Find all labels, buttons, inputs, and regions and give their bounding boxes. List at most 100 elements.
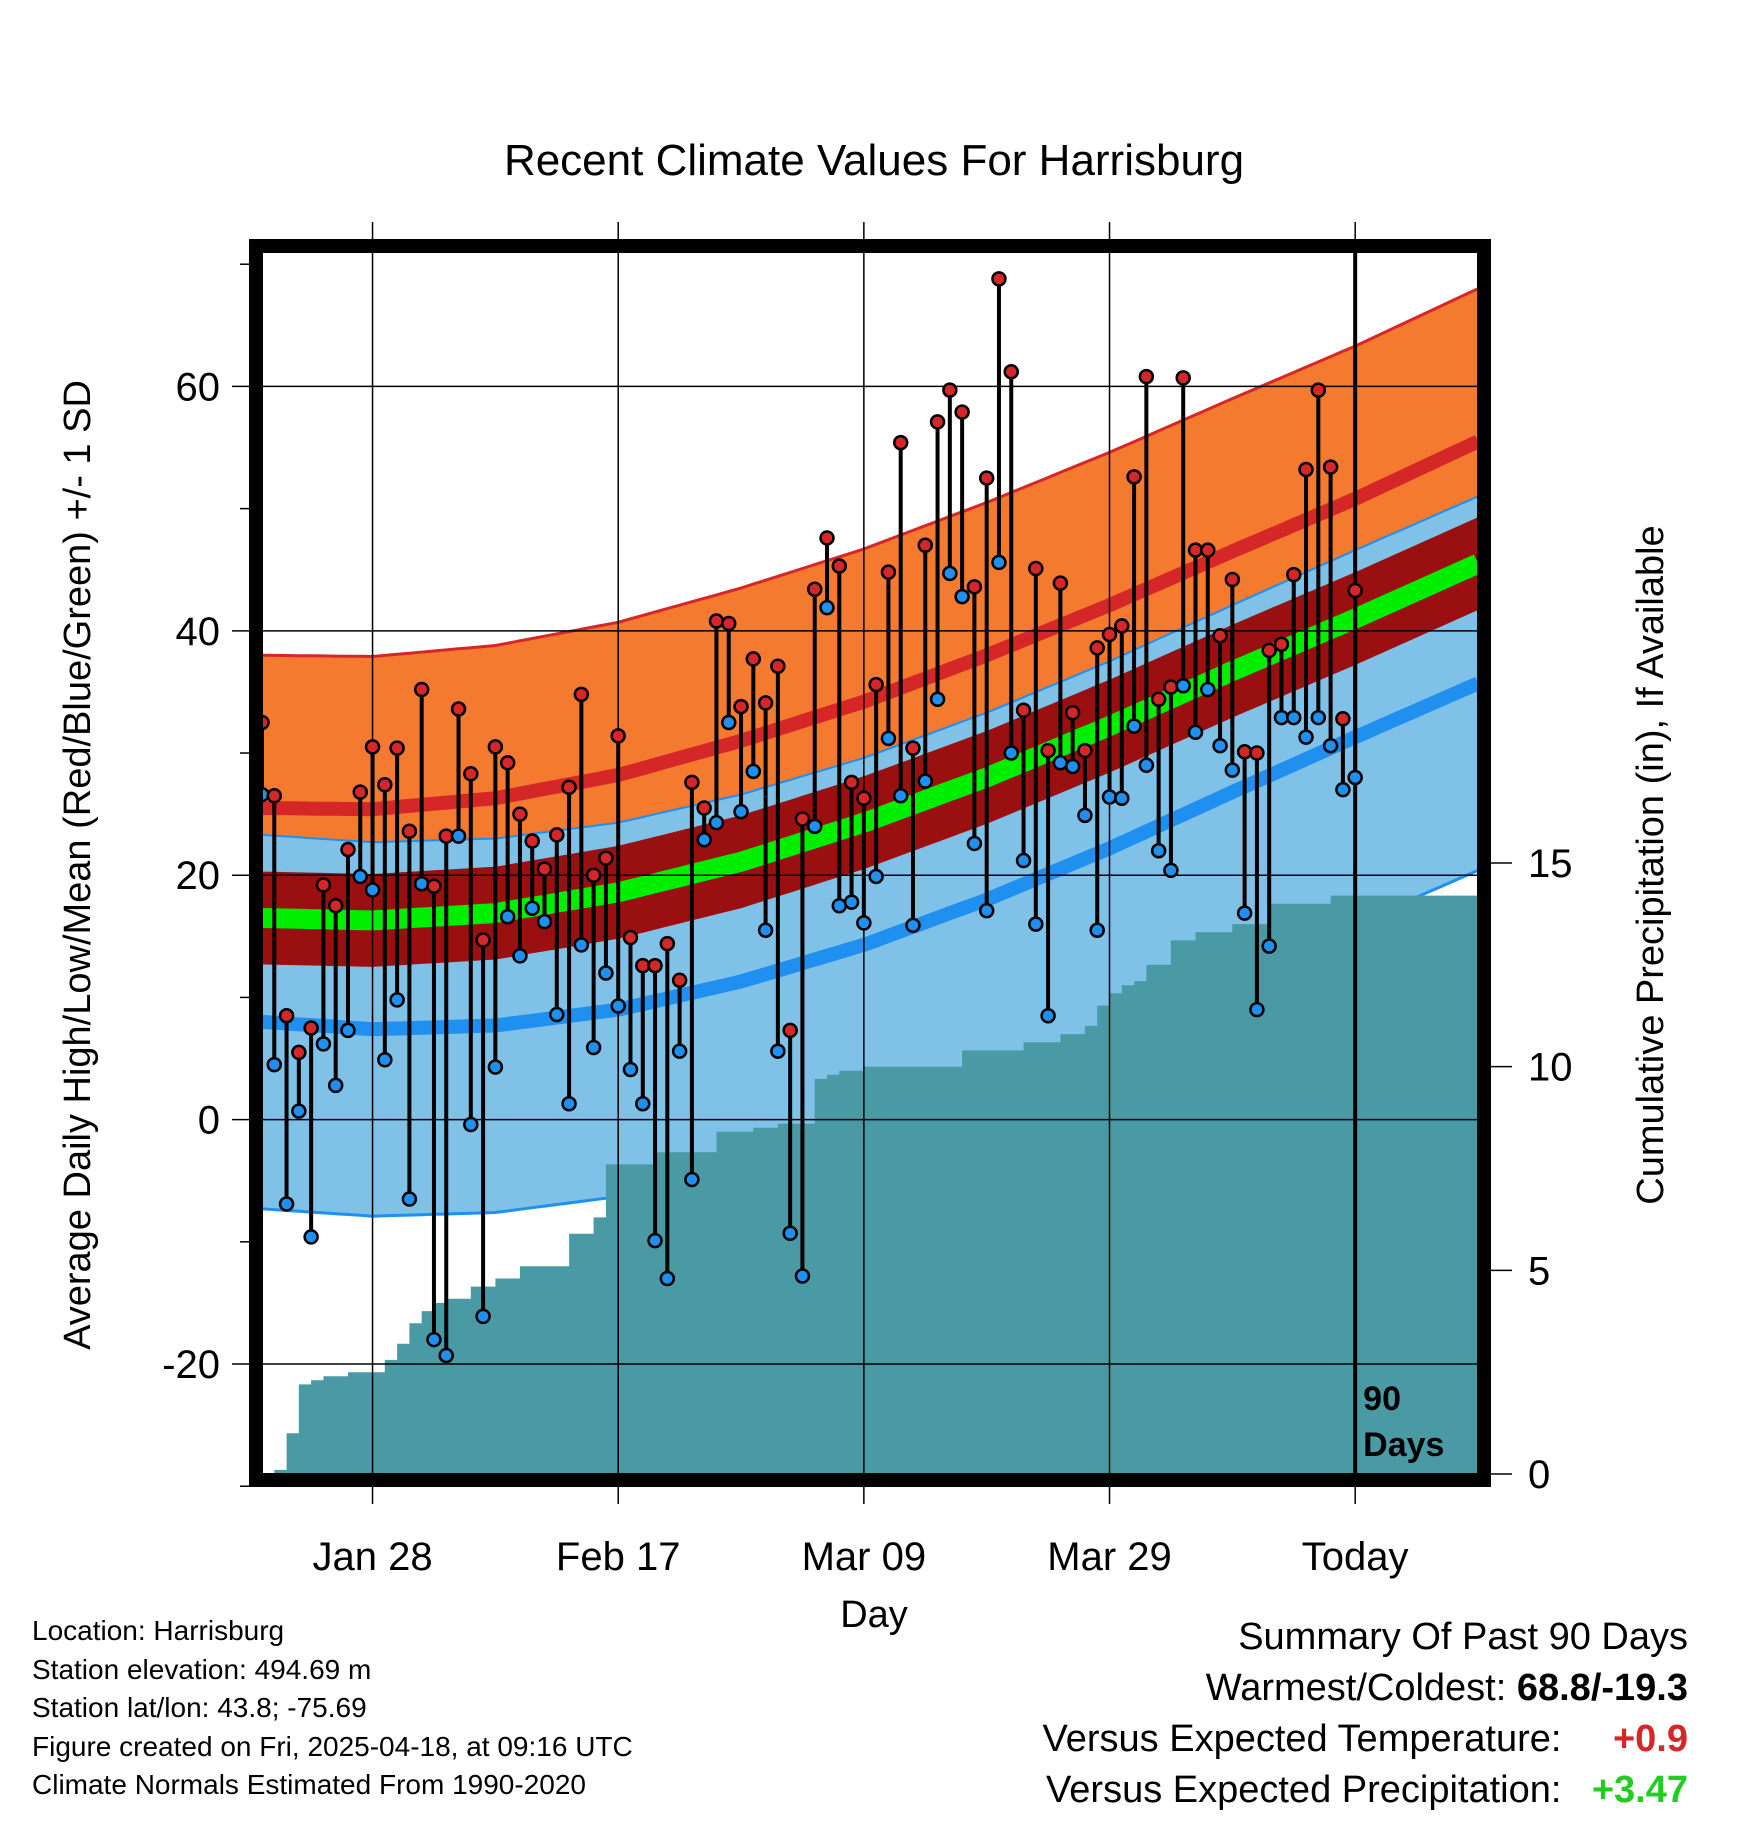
daily-high-point xyxy=(598,850,614,866)
daily-high-point xyxy=(1138,368,1155,385)
daily-low-point xyxy=(1335,781,1351,798)
x-tick-label: Today xyxy=(1302,1535,1409,1579)
daily-low-point xyxy=(303,1229,319,1245)
daily-high-point xyxy=(806,581,823,598)
daily-low-point xyxy=(278,1196,295,1212)
daily-high-point xyxy=(819,530,835,546)
daily-low-point xyxy=(377,1051,393,1068)
daily-low-point xyxy=(266,1056,283,1073)
daily-high-point xyxy=(352,784,369,800)
daily-low-point xyxy=(1052,755,1069,771)
daily-low-point xyxy=(880,730,897,747)
daily-high-point xyxy=(1040,742,1056,759)
daily-high-point xyxy=(426,878,442,894)
daily-high-point xyxy=(1236,744,1253,760)
daily-low-point xyxy=(794,1268,811,1284)
daily-low-point xyxy=(659,1270,676,1287)
daily-low-point xyxy=(622,1061,639,1078)
daily-high-point xyxy=(978,470,995,486)
daily-high-point xyxy=(377,777,393,793)
daily-low-point xyxy=(499,909,516,925)
daily-low-point xyxy=(684,1171,700,1188)
observed-stems xyxy=(260,278,1358,1356)
daily-high-point xyxy=(524,833,540,849)
daily-low-point xyxy=(1236,905,1253,921)
daily-low-point xyxy=(905,917,921,934)
daily-high-point xyxy=(315,877,332,893)
warm-cold-value: 68.8/-19.3 xyxy=(1516,1667,1688,1709)
daily-high-point xyxy=(671,972,688,989)
daily-high-point xyxy=(1101,626,1118,643)
y-tick-label-left: 60 xyxy=(176,365,221,409)
location-line: Location: Harrisburg xyxy=(32,1612,633,1651)
daily-high-point xyxy=(499,755,516,771)
daily-low-point xyxy=(1064,758,1081,775)
daily-high-point xyxy=(720,615,737,632)
daily-low-point xyxy=(524,900,540,916)
daily-low-point xyxy=(438,1347,454,1364)
y-tick-label-left: 40 xyxy=(176,610,221,654)
daily-high-point xyxy=(782,1022,798,1039)
daily-low-point xyxy=(733,803,749,820)
daily-low-point xyxy=(954,588,970,605)
daily-high-point xyxy=(1322,459,1339,475)
daily-low-point xyxy=(892,788,909,804)
daily-low-point xyxy=(1286,709,1302,726)
daily-low-point xyxy=(635,1095,651,1112)
daily-low-point xyxy=(536,913,553,930)
elevation-line: Station elevation: 494.69 m xyxy=(32,1651,633,1690)
daily-high-point xyxy=(1003,364,1020,380)
daily-low-point xyxy=(1089,922,1105,938)
normal-low-line xyxy=(262,676,1478,1037)
daily-high-point xyxy=(917,537,934,554)
precip-anomaly-line: Versus Expected Precipitation: +3.47 xyxy=(1043,1765,1688,1816)
daily-high-point xyxy=(905,740,921,756)
y-tick-label-right: 10 xyxy=(1528,1046,1573,1090)
daily-low-point xyxy=(929,691,946,708)
daily-high-point xyxy=(278,1008,295,1024)
daily-high-point xyxy=(684,774,700,791)
daily-high-point xyxy=(487,739,504,755)
daily-low-point xyxy=(819,599,835,616)
daily-high-point xyxy=(794,811,811,827)
latlon-line: Station lat/lon: 43.8; -75.69 xyxy=(32,1689,633,1728)
latlon-label: Station lat/lon: xyxy=(32,1692,210,1723)
daily-high-point xyxy=(389,740,405,756)
latlon-value: 43.8; -75.69 xyxy=(217,1692,367,1723)
x-tick-label: Feb 17 xyxy=(556,1535,681,1579)
daily-low-point xyxy=(1077,807,1093,824)
daily-high-point xyxy=(1224,571,1241,588)
daily-low-point xyxy=(426,1331,442,1348)
daily-high-point xyxy=(843,774,860,791)
daily-low-point xyxy=(1298,729,1314,745)
daily-high-point xyxy=(1015,702,1032,718)
daily-low-point xyxy=(843,894,860,910)
daily-low-point xyxy=(352,868,369,885)
daily-high-point xyxy=(1064,704,1081,721)
daily-low-point xyxy=(1187,724,1204,740)
location-label: Location: xyxy=(32,1615,146,1646)
daily-high-point xyxy=(1126,469,1142,485)
daily-low-point xyxy=(561,1095,577,1112)
daily-low-point xyxy=(757,922,774,938)
daily-low-point xyxy=(512,948,528,964)
daily-high-point xyxy=(536,861,553,877)
daily-high-point xyxy=(1335,711,1351,727)
daily-high-point xyxy=(327,898,344,914)
daily-low-point xyxy=(1310,709,1327,726)
daily-high-point xyxy=(770,658,786,675)
daily-high-point xyxy=(831,558,848,574)
daily-high-point xyxy=(475,932,491,948)
daily-low-point xyxy=(831,898,848,914)
daily-low-point xyxy=(413,876,430,892)
daily-low-point xyxy=(978,902,995,919)
daily-high-point xyxy=(929,414,946,430)
y-axis-label-left: Average Daily High/Low/Mean (Red/Blue/Gr… xyxy=(57,380,99,1350)
daily-low-point xyxy=(806,818,823,835)
daily-low-point xyxy=(770,1043,786,1059)
daily-high-point xyxy=(450,701,467,717)
normals-line: Climate Normals Estimated From 1990-2020 xyxy=(32,1769,586,1800)
daily-low-point xyxy=(450,828,467,844)
plot-frame xyxy=(249,239,1491,1487)
daily-low-point xyxy=(463,1116,479,1133)
